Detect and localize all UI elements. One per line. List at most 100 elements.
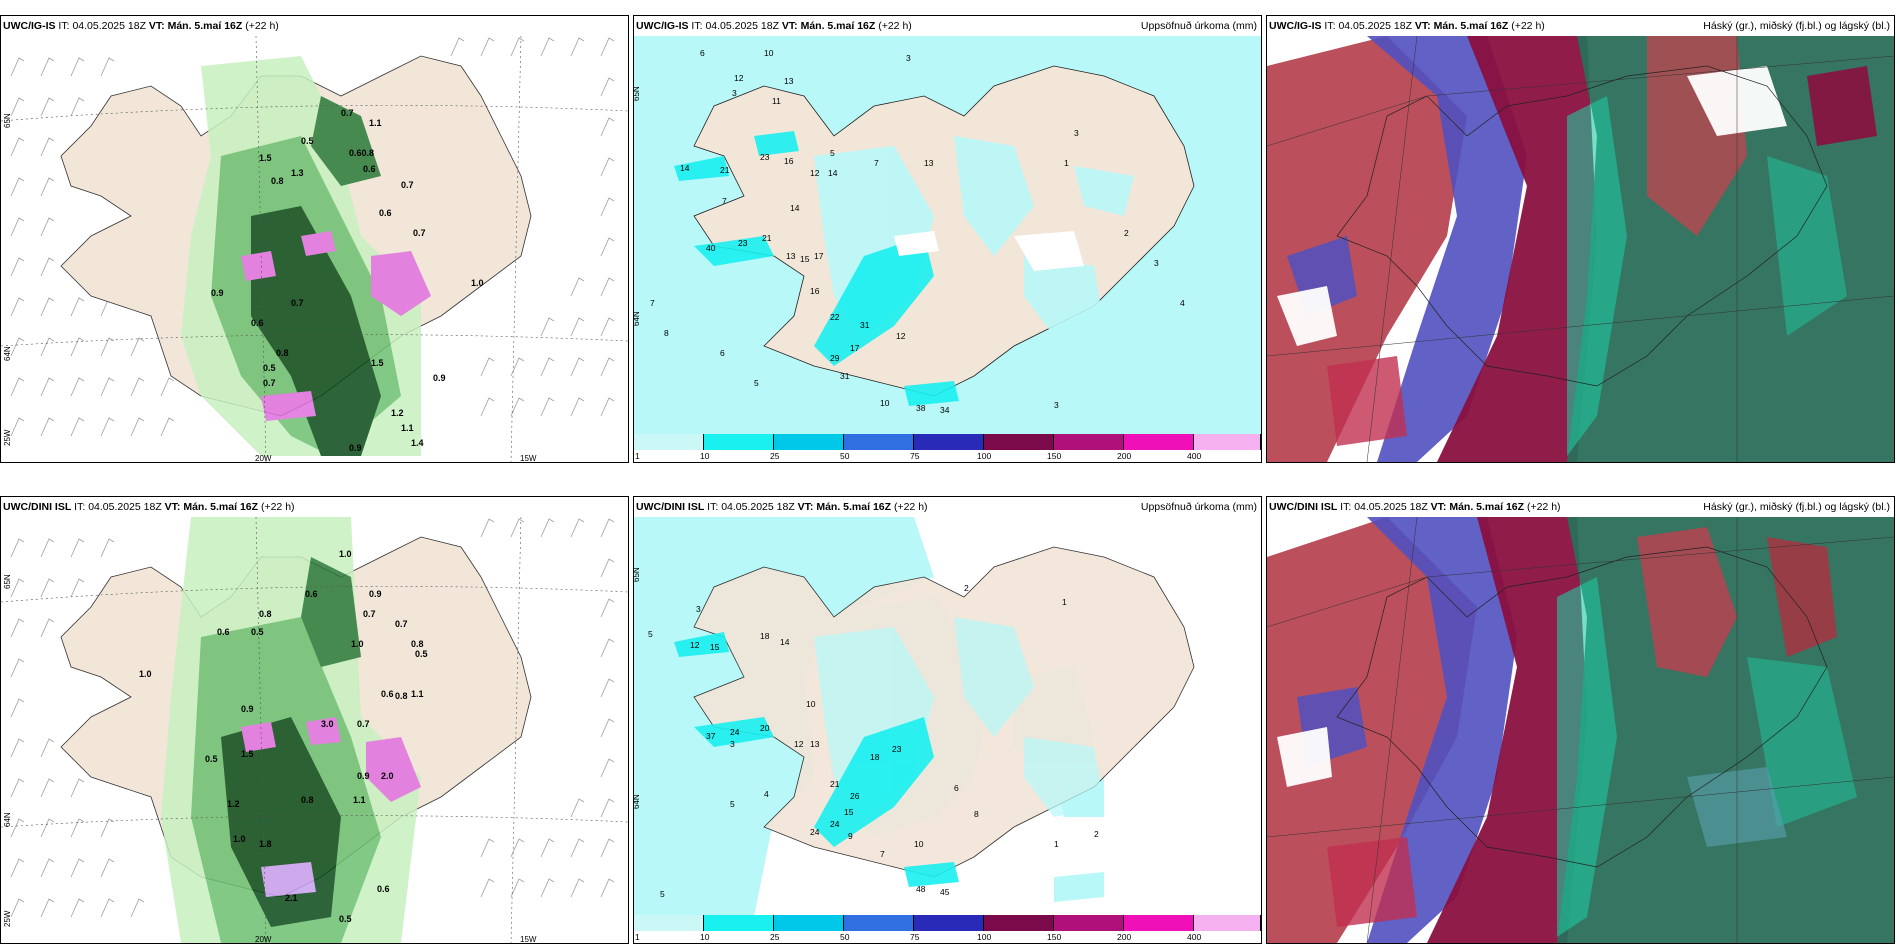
value-label: 12: [896, 331, 906, 341]
value-label: 17: [814, 251, 824, 261]
value-label: 18: [870, 752, 880, 762]
value-label: 1: [1054, 839, 1059, 849]
value-label: 13: [924, 158, 934, 168]
accumulated-precip-map: 5 3 12 15 18 14 37 24 20 12 13 10 21 26 …: [634, 517, 1261, 917]
value-label: 21: [830, 779, 840, 789]
vt-label: VT:: [781, 20, 798, 32]
colorbar-cell: [774, 915, 844, 931]
value-label: 34: [940, 405, 950, 415]
it-label: IT:: [74, 501, 86, 513]
lon-label: 20W: [255, 935, 272, 944]
value-label: 0.6: [379, 208, 392, 218]
lat-label: 64N: [3, 346, 12, 361]
colorbar-tick: 75: [910, 451, 920, 461]
value-label: 40: [706, 243, 716, 253]
value-label: 0.9: [357, 771, 370, 781]
vt-label: VT:: [1414, 20, 1431, 32]
value-label: 0.6: [381, 689, 394, 699]
colorbar-cell: [984, 434, 1054, 450]
value-label: 0.5: [339, 914, 352, 924]
value-label: 7: [722, 196, 727, 206]
value-label: 20: [760, 723, 770, 733]
panel-header: UWC/DINI ISL IT: 04.05.2025 18Z VT: Mán.…: [1, 497, 628, 517]
value-label: 31: [860, 320, 870, 330]
coastline: [1336, 65, 1828, 387]
value-label: 3: [696, 604, 701, 614]
white-dry-areas: [894, 231, 1084, 271]
value-label: 2.1: [285, 893, 298, 903]
lat-label: 64N: [633, 311, 641, 326]
vt-label: VT:: [1430, 501, 1447, 513]
model-name: UWC/IG-IS: [3, 20, 56, 32]
value-label: 3: [732, 88, 737, 98]
panel-header: UWC/DINI ISL IT: 04.05.2025 18Z VT: Mán.…: [1267, 497, 1894, 517]
value-label: 0.7: [401, 180, 414, 190]
panel-top-right: UWC/IG-IS IT: 04.05.2025 18Z VT: Mán. 5.…: [1266, 15, 1895, 463]
value-label: 0.8: [395, 691, 408, 701]
lat-label: 25W: [3, 429, 12, 446]
cloud-layers: [1267, 36, 1894, 462]
lat-label: 65N: [633, 86, 641, 101]
value-label: 5: [830, 148, 835, 158]
colorbar-cell: [914, 434, 984, 450]
vt-value: Mán. 5.maí 16Z: [816, 501, 892, 513]
value-label: 10: [880, 398, 890, 408]
lon-label: 20W: [255, 454, 272, 463]
value-label: 31: [840, 371, 850, 381]
value-label: 24: [730, 727, 740, 737]
lat-label: 64N: [633, 794, 641, 809]
value-label: 1.1: [401, 423, 414, 433]
value-label: 0.6: [363, 164, 376, 174]
model-name: UWC/IG-IS: [636, 20, 689, 32]
it-value: 04.05.2025 18Z: [705, 20, 779, 32]
value-label: 4: [764, 789, 769, 799]
vt-value: Mán. 5.maí 16Z: [1449, 501, 1525, 513]
value-label: 1.4: [411, 438, 424, 448]
lon-label: 15W: [520, 935, 537, 944]
value-label: 29: [830, 353, 840, 363]
value-label: 0.60.8: [349, 148, 374, 158]
lead-time: (+22 h): [245, 20, 279, 32]
value-label: 0.8: [301, 795, 314, 805]
panel-bottom-right: UWC/DINI ISL IT: 04.05.2025 18Z VT: Mán.…: [1266, 496, 1895, 944]
value-label: 37: [706, 731, 716, 741]
value-label: 12: [734, 73, 744, 83]
colorbar-tick: 10: [700, 932, 710, 942]
value-label: 1.0: [139, 669, 152, 679]
lead-time: (+22 h): [878, 20, 912, 32]
value-label: 21: [720, 165, 730, 175]
value-label: 0.7: [363, 609, 376, 619]
colorbar-cell: [1194, 915, 1261, 931]
wind-precip-map: 1.0 0.6 0.5 0.8 0.6 0.7 0.9 1.0 0.7 0.8 …: [1, 517, 628, 943]
value-label: 5: [730, 799, 735, 809]
value-label: 7: [874, 158, 879, 168]
it-value: 04.05.2025 18Z: [1338, 20, 1412, 32]
colorbar-tick: 400: [1187, 451, 1202, 461]
panel-header: UWC/DINI ISL IT: 04.05.2025 18Z VT: Mán.…: [634, 497, 1261, 517]
value-label: 10: [806, 699, 816, 709]
value-label: 1.5: [241, 749, 254, 759]
lead-time: (+22 h): [1511, 20, 1545, 32]
value-label: 0.9: [349, 443, 362, 453]
value-label: 0.9: [369, 589, 382, 599]
colorbar-tick: 25: [770, 451, 780, 461]
colorbar-cell: [1054, 434, 1124, 450]
value-label: 0.7: [357, 719, 370, 729]
precip-mid-areas: [674, 131, 959, 406]
value-label: 10: [914, 839, 924, 849]
it-value: 04.05.2025 18Z: [721, 501, 795, 513]
lead-time: (+22 h): [260, 501, 295, 513]
colorbar-cell: [1054, 915, 1124, 931]
value-labels: 1.0 0.6 0.5 0.8 0.6 0.7 0.9 1.0 0.7 0.8 …: [139, 549, 428, 924]
value-label: 1.1: [353, 795, 366, 805]
panel-header: UWC/IG-IS IT: 04.05.2025 18Z VT: Mán. 5.…: [1, 16, 628, 36]
colorbar-tick: 50: [840, 451, 850, 461]
panel-top-middle: UWC/IG-IS IT: 04.05.2025 18Z VT: Mán. 5.…: [633, 15, 1262, 463]
value-label: 38: [916, 403, 926, 413]
grid-lines: [1, 517, 628, 943]
colorbar-tick: 50: [840, 932, 850, 942]
vt-label: VT:: [164, 501, 181, 513]
value-label: 5: [648, 629, 653, 639]
model-name: UWC/DINI ISL: [636, 501, 705, 513]
value-label: 0.6: [377, 884, 390, 894]
